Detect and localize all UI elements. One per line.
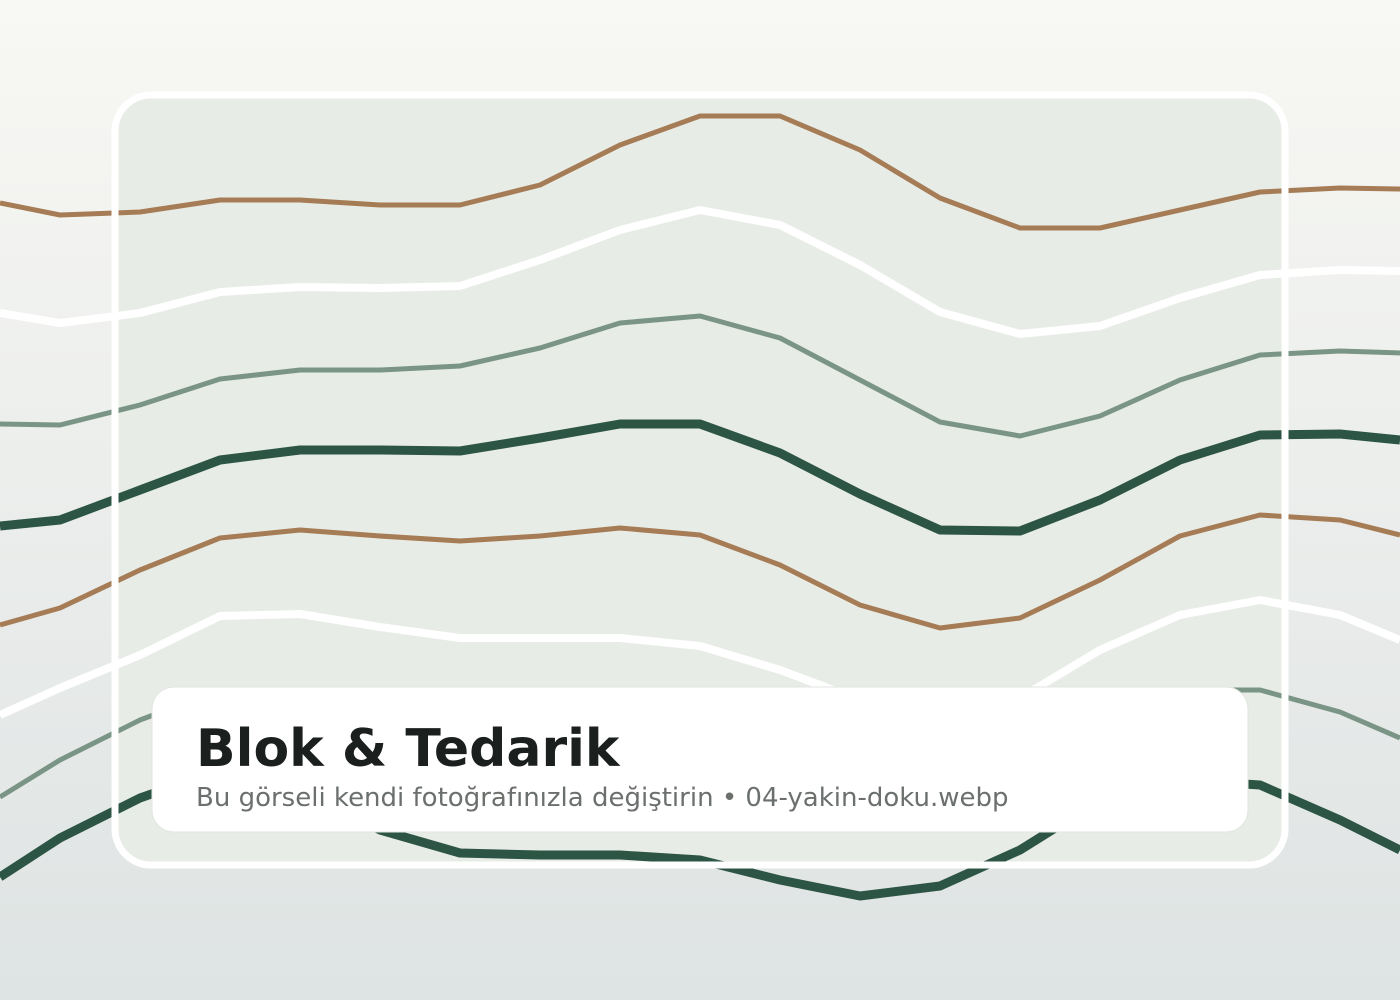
wave-line — [0, 313, 1400, 439]
caption-title: Blok & Tedarik — [196, 719, 621, 779]
caption-subtitle: Bu görseli kendi fotoğrafınızla değiştir… — [196, 783, 1009, 813]
wave-line — [0, 206, 1400, 338]
wave-line — [0, 512, 1400, 631]
wave-line — [0, 113, 1400, 231]
caption-card — [151, 686, 1249, 833]
wave-line — [0, 419, 1400, 536]
frame-border — [111, 91, 1289, 869]
wave-line — [0, 596, 1400, 719]
